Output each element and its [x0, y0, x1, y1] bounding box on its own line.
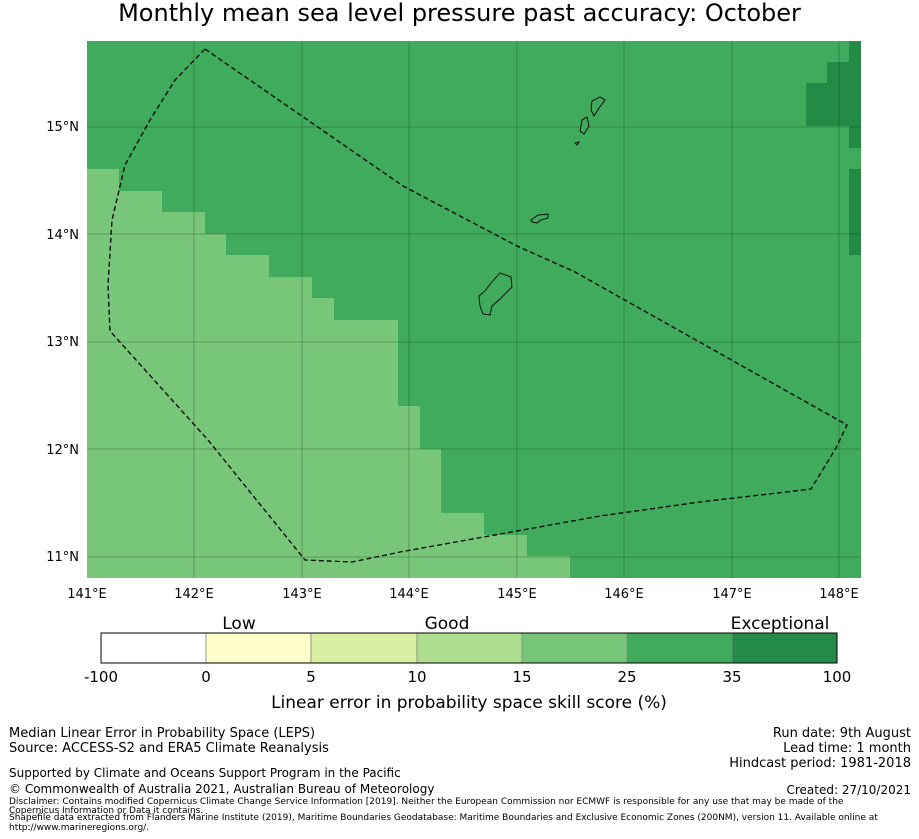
- footer-shapefile-line1: Shapefile data extracted from Flanders M…: [9, 813, 878, 823]
- region-mid-good: [87, 169, 570, 578]
- tick-neg100: -100: [84, 668, 118, 686]
- lat-label-13: 13°N: [46, 335, 79, 350]
- footer-shapefile-line2: http://www.marineregions.org/.: [9, 823, 150, 833]
- swatch-4: [521, 632, 628, 664]
- eez-boundary: [107, 48, 848, 563]
- footer-disclaimer-line1: Disclaimer: Contains modified Copernicus…: [9, 797, 844, 807]
- footer-support: Supported by Climate and Oceans Support …: [9, 766, 401, 780]
- lon-label-144: 144°E: [389, 587, 429, 600]
- footer-copyright: © Commonwealth of Australia 2021, Austra…: [9, 782, 435, 796]
- island-aguijan: [574, 141, 581, 146]
- lon-label-142: 142°E: [174, 587, 214, 600]
- island-rota: [530, 213, 549, 224]
- footer-hindcast: Hindcast period: 1981-2018: [729, 756, 911, 771]
- category-exceptional: Exceptional: [731, 614, 830, 634]
- tick-0: 0: [201, 668, 211, 686]
- colorbar: Low Good Exceptional -100 0 5 10 15 25 3…: [84, 614, 852, 713]
- tick-15: 15: [512, 668, 531, 686]
- gridlines: [87, 41, 861, 578]
- tick-5: 5: [306, 668, 316, 686]
- footer-leps: Median Linear Error in Probability Space…: [9, 726, 316, 741]
- lon-label-146: 146°E: [604, 587, 644, 600]
- tick-10: 10: [407, 668, 426, 686]
- category-low: Low: [222, 614, 256, 634]
- footer-disclaimer-line2: Copernicus Information or Data it contai…: [9, 806, 204, 816]
- island-guam: [478, 272, 513, 316]
- tick-100: 100: [823, 668, 852, 686]
- colorbar-outline: [100, 632, 838, 664]
- map-panel: 15°N 14°N 13°N 12°N 11°N 141°E 142°E 143…: [46, 41, 861, 600]
- colorbar-title: Linear error in probability space skill …: [271, 693, 667, 713]
- footer-lead-time: Lead time: 1 month: [783, 741, 911, 756]
- lon-label-143: 143°E: [282, 587, 322, 600]
- map-title: Monthly mean sea level pressure past acc…: [118, 0, 801, 27]
- region-exceptional: [806, 41, 861, 148]
- footer-created: Created: 27/10/2021: [786, 783, 911, 797]
- lat-label-12: 12°N: [46, 443, 79, 458]
- swatch-1: [205, 632, 312, 664]
- lat-label-14: 14°N: [46, 228, 79, 243]
- islands: [478, 96, 606, 316]
- region-exceptional-2: [849, 169, 861, 255]
- swatch-0: [100, 632, 207, 664]
- tick-25: 25: [617, 668, 636, 686]
- tick-35: 35: [722, 668, 741, 686]
- island-saipan: [590, 96, 606, 117]
- swatch-5: [626, 632, 733, 664]
- category-good: Good: [425, 614, 470, 634]
- lon-label-147: 147°E: [712, 587, 752, 600]
- footer-source: Source: ACCESS-S2 and ERA5 Climate Reana…: [9, 741, 329, 756]
- lon-label-148: 148°E: [819, 587, 859, 600]
- swatch-3: [416, 632, 523, 664]
- lon-label-145: 145°E: [497, 587, 537, 600]
- swatch-6: [731, 632, 838, 664]
- lon-label-141: 141°E: [67, 587, 107, 600]
- lat-label-15: 15°N: [46, 120, 79, 135]
- footer-run-date: Run date: 9th August: [772, 726, 911, 741]
- colorbar-swatches: [100, 632, 838, 664]
- island-tinian: [579, 116, 590, 135]
- lat-label-11: 11°N: [46, 550, 79, 565]
- swatch-2: [310, 632, 418, 664]
